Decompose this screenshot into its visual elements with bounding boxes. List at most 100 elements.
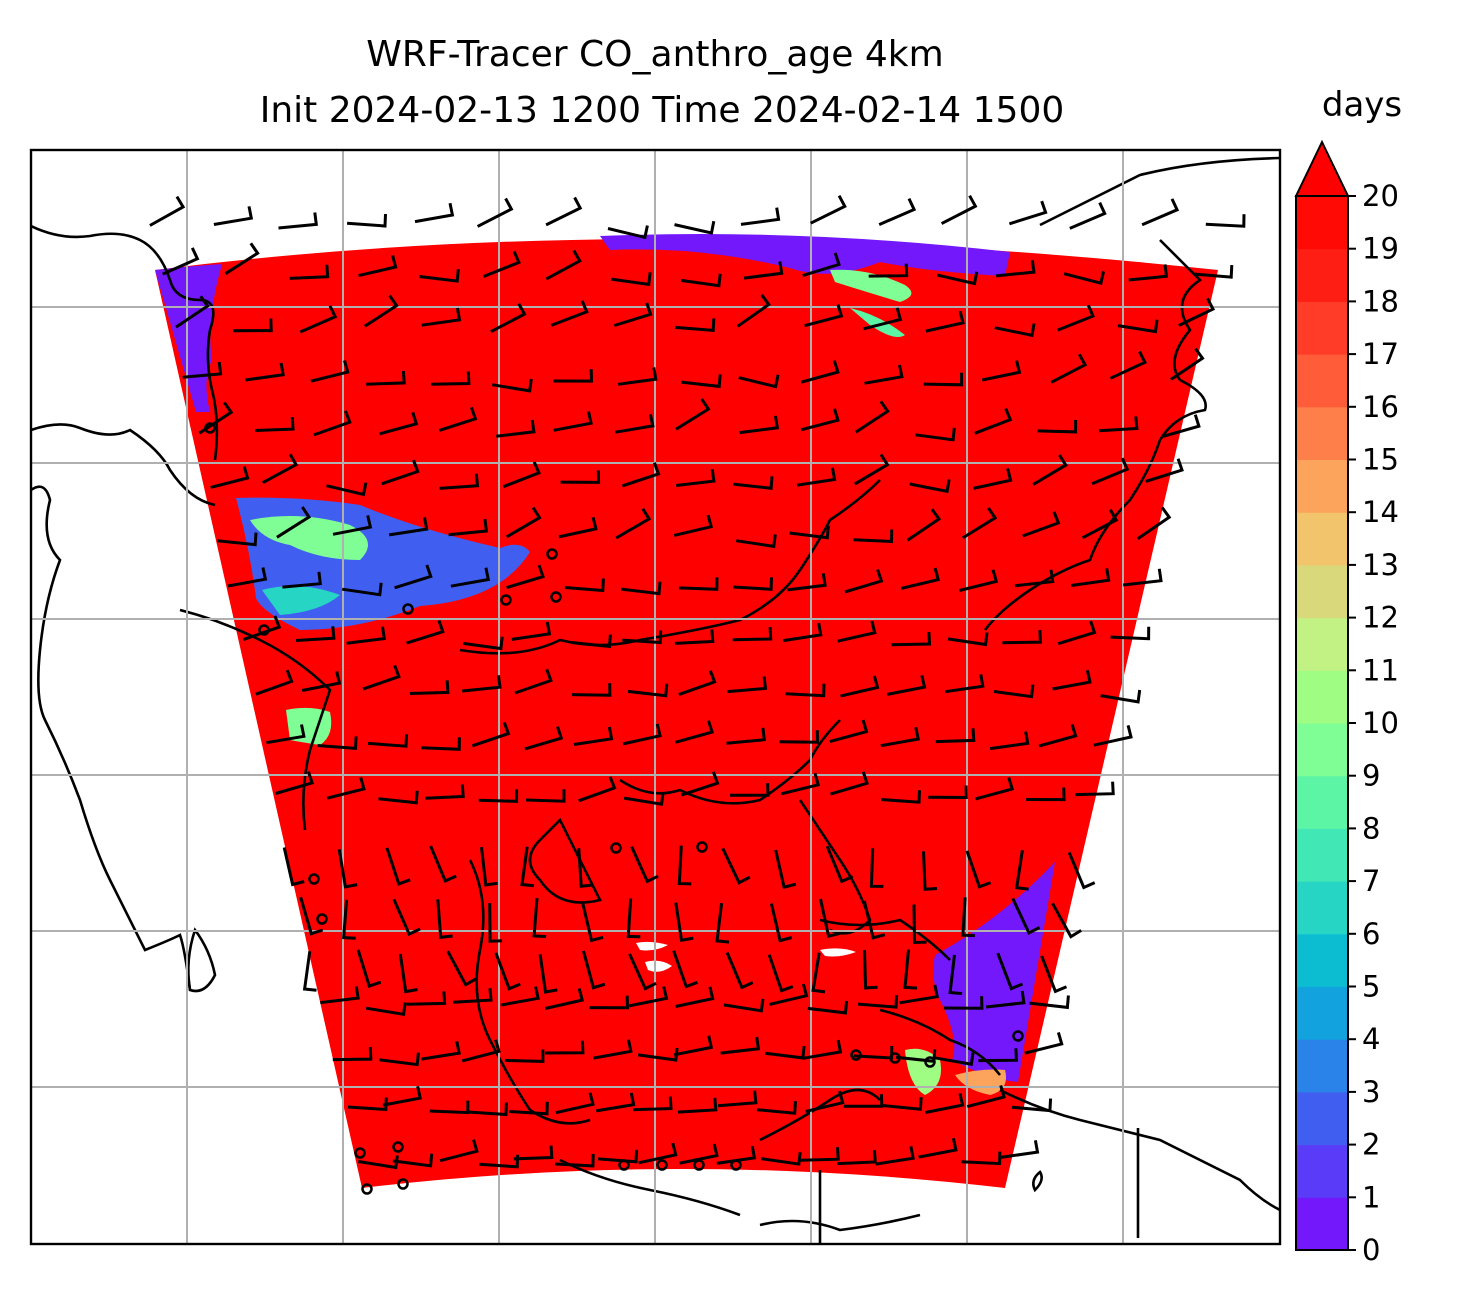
wind-barb [944, 674, 985, 694]
wind-barb [678, 577, 719, 591]
wind-barb [994, 323, 1036, 338]
wind-barb [787, 573, 827, 592]
wind-barb [468, 1102, 508, 1117]
wind-barb [175, 295, 210, 329]
wind-barb [1052, 669, 1092, 691]
colorbar-band [1296, 564, 1348, 619]
wind-barb [622, 630, 663, 645]
calm-wind-marker [889, 1052, 901, 1064]
calm-wind-marker [546, 548, 558, 560]
wind-barb [553, 411, 593, 432]
wind-barb [1109, 350, 1147, 380]
wind-barb [1022, 511, 1061, 538]
wind-barb [948, 954, 963, 996]
wind-barb [975, 776, 1015, 801]
wind-barb [978, 1048, 1018, 1063]
wind-barb [392, 1153, 434, 1168]
wind-barb [912, 904, 927, 945]
wind-barb [488, 903, 503, 943]
wind-barb [1081, 508, 1119, 540]
wind-barb [878, 197, 917, 226]
calm-wind-marker [610, 842, 622, 854]
wind-barb [1029, 995, 1070, 1010]
wind-barb [326, 482, 368, 497]
wind-barb [363, 294, 399, 328]
wind-barb [462, 675, 502, 693]
colorbar-band [1296, 828, 1348, 882]
wind-barb [365, 1002, 407, 1017]
wind-barb [789, 525, 830, 540]
wind-barb [597, 1149, 639, 1164]
calm-wind-marker [924, 1056, 936, 1068]
wind-barb [1193, 265, 1234, 279]
colorbar-tick-label: 13 [1362, 548, 1399, 582]
wind-barb [880, 726, 920, 748]
wind-barb [571, 634, 612, 649]
wind-barb [581, 903, 604, 943]
wind-barb [780, 772, 821, 796]
wind-barb [943, 996, 984, 1010]
wind-barb [621, 581, 662, 596]
colorbar-band [1296, 459, 1348, 513]
colorbar-tick-label: 2 [1362, 1128, 1380, 1162]
wind-barb [765, 1045, 806, 1060]
wind-barb [1057, 620, 1097, 646]
wind-barb [962, 507, 998, 540]
wind-barb [347, 1097, 388, 1112]
wind-barb [342, 899, 356, 940]
wind-barb [721, 847, 751, 885]
wind-barb [1011, 897, 1041, 935]
wind-barb [727, 676, 768, 694]
wind-barb [810, 194, 847, 225]
wind-barb [1069, 201, 1107, 230]
wind-barb [961, 1151, 1002, 1166]
wind-barb [830, 771, 869, 796]
wind-barb [819, 898, 841, 939]
wind-barb [800, 1147, 840, 1162]
wind-barb [637, 1047, 679, 1062]
wind-barb [1128, 264, 1169, 282]
colorbar-band [1296, 723, 1348, 777]
colorbar-band [1296, 301, 1348, 355]
colorbar-tick-label: 16 [1362, 390, 1399, 424]
map-gridlines [31, 150, 1280, 1244]
wind-barb [732, 627, 773, 642]
wind-barb [560, 470, 601, 484]
wind-barb [299, 305, 338, 334]
wind-barb [406, 991, 447, 1006]
calm-wind-marker [397, 1178, 409, 1190]
wind-barb [1075, 781, 1115, 797]
wind-barb [974, 408, 1013, 435]
colorbar-band [1296, 1197, 1348, 1251]
wind-barb [595, 1092, 636, 1113]
wind-barb [863, 307, 903, 331]
colorbar-tick-label: 17 [1362, 337, 1399, 371]
wind-barb [837, 620, 877, 643]
wind-barb [1117, 319, 1159, 334]
missing-data-patch [636, 941, 668, 951]
wind-barb [899, 984, 939, 1005]
wind-barb [430, 371, 471, 386]
colorbar-tick-label: 4 [1362, 1022, 1380, 1056]
wind-barb [857, 995, 899, 1009]
wind-barb [886, 675, 927, 696]
wind-barb [326, 776, 366, 800]
wind-barb [880, 790, 921, 804]
wind-barb [676, 468, 716, 487]
wind-barb [1091, 457, 1130, 486]
wind-barb [725, 951, 754, 990]
wind-barb [1024, 1031, 1064, 1055]
colorbar-tick-label: 11 [1362, 653, 1399, 687]
wind-barb [1002, 630, 1042, 645]
wind-barb [388, 517, 429, 537]
calm-wind-marker [402, 603, 414, 615]
wind-barb [1100, 689, 1142, 704]
colorbar-band [1296, 512, 1348, 566]
wind-barb [1098, 416, 1139, 433]
wind-barb [1141, 198, 1180, 227]
wind-barb [632, 1096, 673, 1112]
wind-barb [837, 1149, 877, 1166]
wind-barb [615, 413, 655, 434]
wind-barb [532, 897, 547, 938]
colorbar-tick-label: 8 [1362, 811, 1380, 845]
